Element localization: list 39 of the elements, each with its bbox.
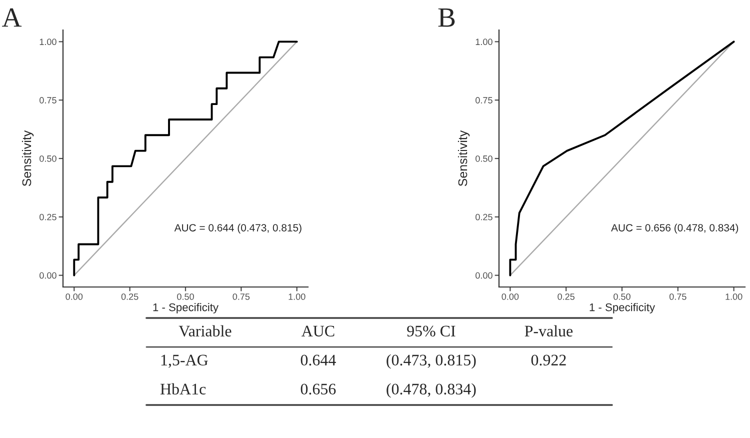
x-tick-label: 0.50 — [177, 293, 194, 300]
x-tick-label: 0.75 — [232, 293, 250, 300]
category-label: Variable — [178, 325, 232, 337]
y-tick-label: 0.00 — [476, 272, 492, 279]
y-tick-label: 1.00 — [476, 38, 492, 46]
y-tick-label: 0.50 — [476, 155, 492, 162]
chart-title: B — [438, 8, 455, 27]
category-label: HbA1c — [160, 383, 206, 394]
x-tick-label: 0.25 — [558, 293, 574, 300]
y-axis-title: Sensitivity — [22, 130, 34, 186]
chart-title: A — [2, 8, 22, 27]
y-tick-label: 0.75 — [40, 97, 56, 104]
x-tick-label: 0.25 — [121, 293, 138, 300]
category-label: 95% CI — [407, 326, 456, 337]
category-label: 1,5-AG — [161, 354, 208, 368]
x-tick-label: 0.00 — [502, 293, 519, 300]
x-tick-label: 0.75 — [669, 293, 686, 300]
x-axis-title: 1 - Specificity — [153, 303, 219, 314]
x-axis-title: 1 - Specificity — [590, 303, 656, 314]
x-tick-label: 0.00 — [66, 293, 83, 300]
text: 0.922 — [531, 354, 566, 366]
text: (0.473, 0.815) — [386, 354, 476, 369]
text: 0.644 — [300, 354, 336, 366]
y-axis-title: Sensitivity — [458, 130, 470, 186]
x-tick-label: 0.50 — [614, 293, 630, 300]
x-tick-label: 1.00 — [288, 293, 306, 300]
text: (0.478, 0.834) — [386, 383, 476, 398]
y-tick-label: 0.00 — [40, 272, 56, 279]
y-tick-label: 0.25 — [40, 214, 56, 220]
text: 0.656 — [300, 384, 336, 395]
annotation: AUC = 0.644 (0.473, 0.815) — [174, 224, 302, 234]
category-label: AUC — [301, 326, 334, 336]
y-tick-label: 0.25 — [476, 214, 492, 220]
y-tick-label: 0.50 — [40, 155, 56, 162]
y-tick-label: 1.00 — [40, 38, 56, 46]
x-tick-label: 1.00 — [726, 293, 742, 300]
category-label: P-value — [524, 325, 573, 336]
y-tick-label: 0.75 — [476, 97, 492, 104]
annotation: AUC = 0.656 (0.478, 0.834) — [611, 224, 738, 234]
